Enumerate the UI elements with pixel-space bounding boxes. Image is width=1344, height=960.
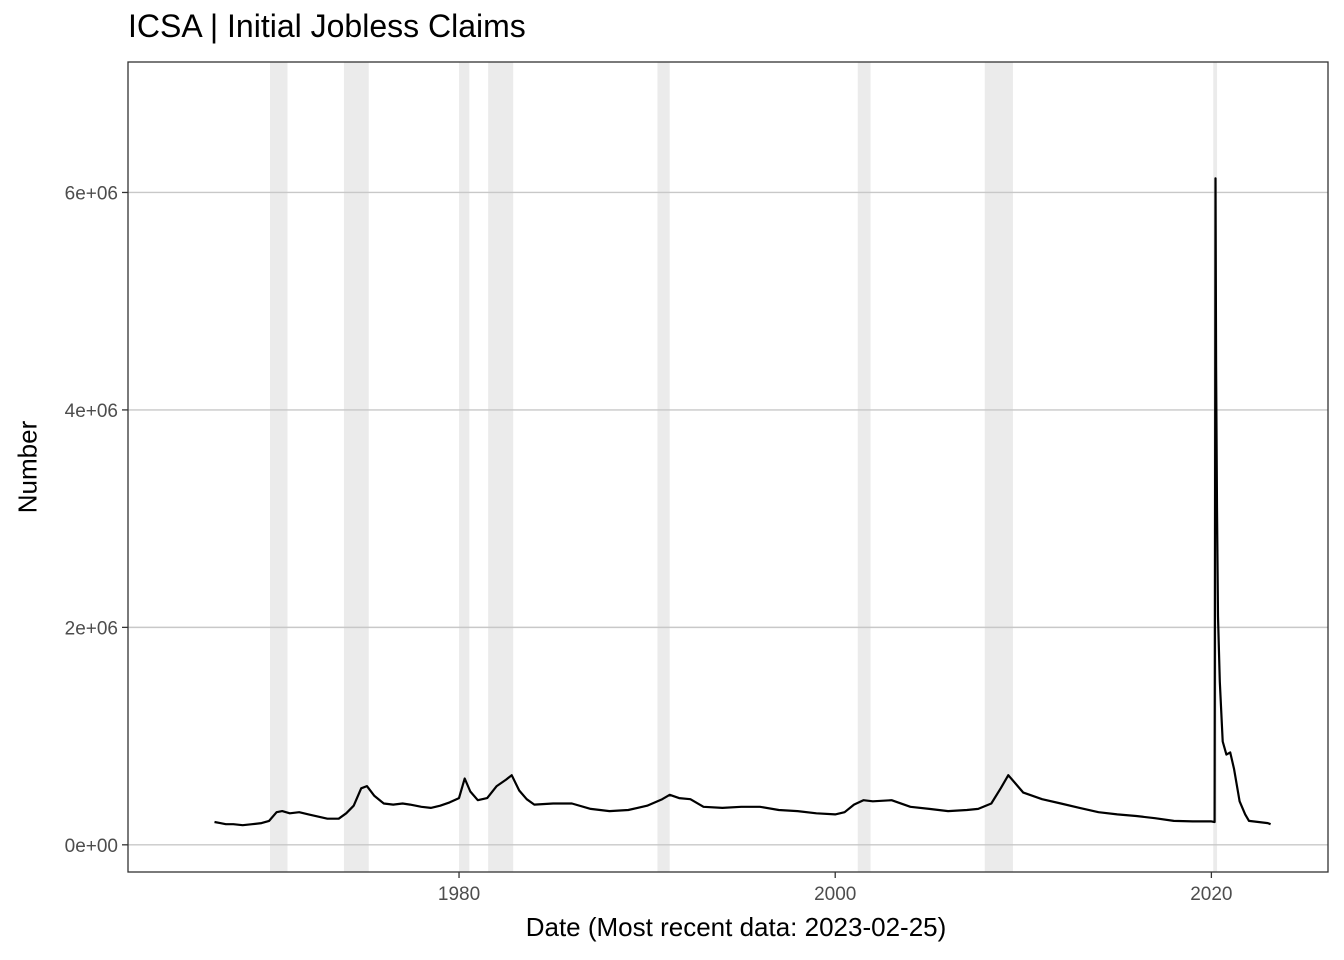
y-tick-label: 6e+06 <box>65 183 118 204</box>
x-tick-label: 2020 <box>1190 884 1232 905</box>
grid-lines <box>128 191 1328 846</box>
recession-bands <box>270 62 1218 872</box>
claims-line <box>214 177 1272 827</box>
recession-band <box>984 62 1013 872</box>
recession-band <box>488 62 514 872</box>
y-tick-label: 2e+06 <box>65 618 118 639</box>
recession-band <box>657 62 670 872</box>
chart-title: ICSA | Initial Jobless Claims <box>128 8 526 44</box>
recession-band <box>270 62 288 872</box>
recession-band <box>343 62 369 872</box>
recession-band <box>459 62 470 872</box>
x-tick-label: 1980 <box>438 884 480 905</box>
panel-border <box>127 61 1329 873</box>
series-line <box>214 177 1272 827</box>
y-tick-label: 4e+06 <box>65 401 118 422</box>
y-axis-label: Number <box>12 420 43 514</box>
axes: 0e+00 2e+06 4e+06 6e+06 1980 2000 2020 <box>65 183 1233 905</box>
x-tick-label: 2000 <box>814 884 856 905</box>
y-tick-label: 0e+00 <box>65 836 118 857</box>
x-axis-label: Date (Most recent data: 2023-02-25) <box>525 912 947 942</box>
recession-band <box>857 62 871 872</box>
